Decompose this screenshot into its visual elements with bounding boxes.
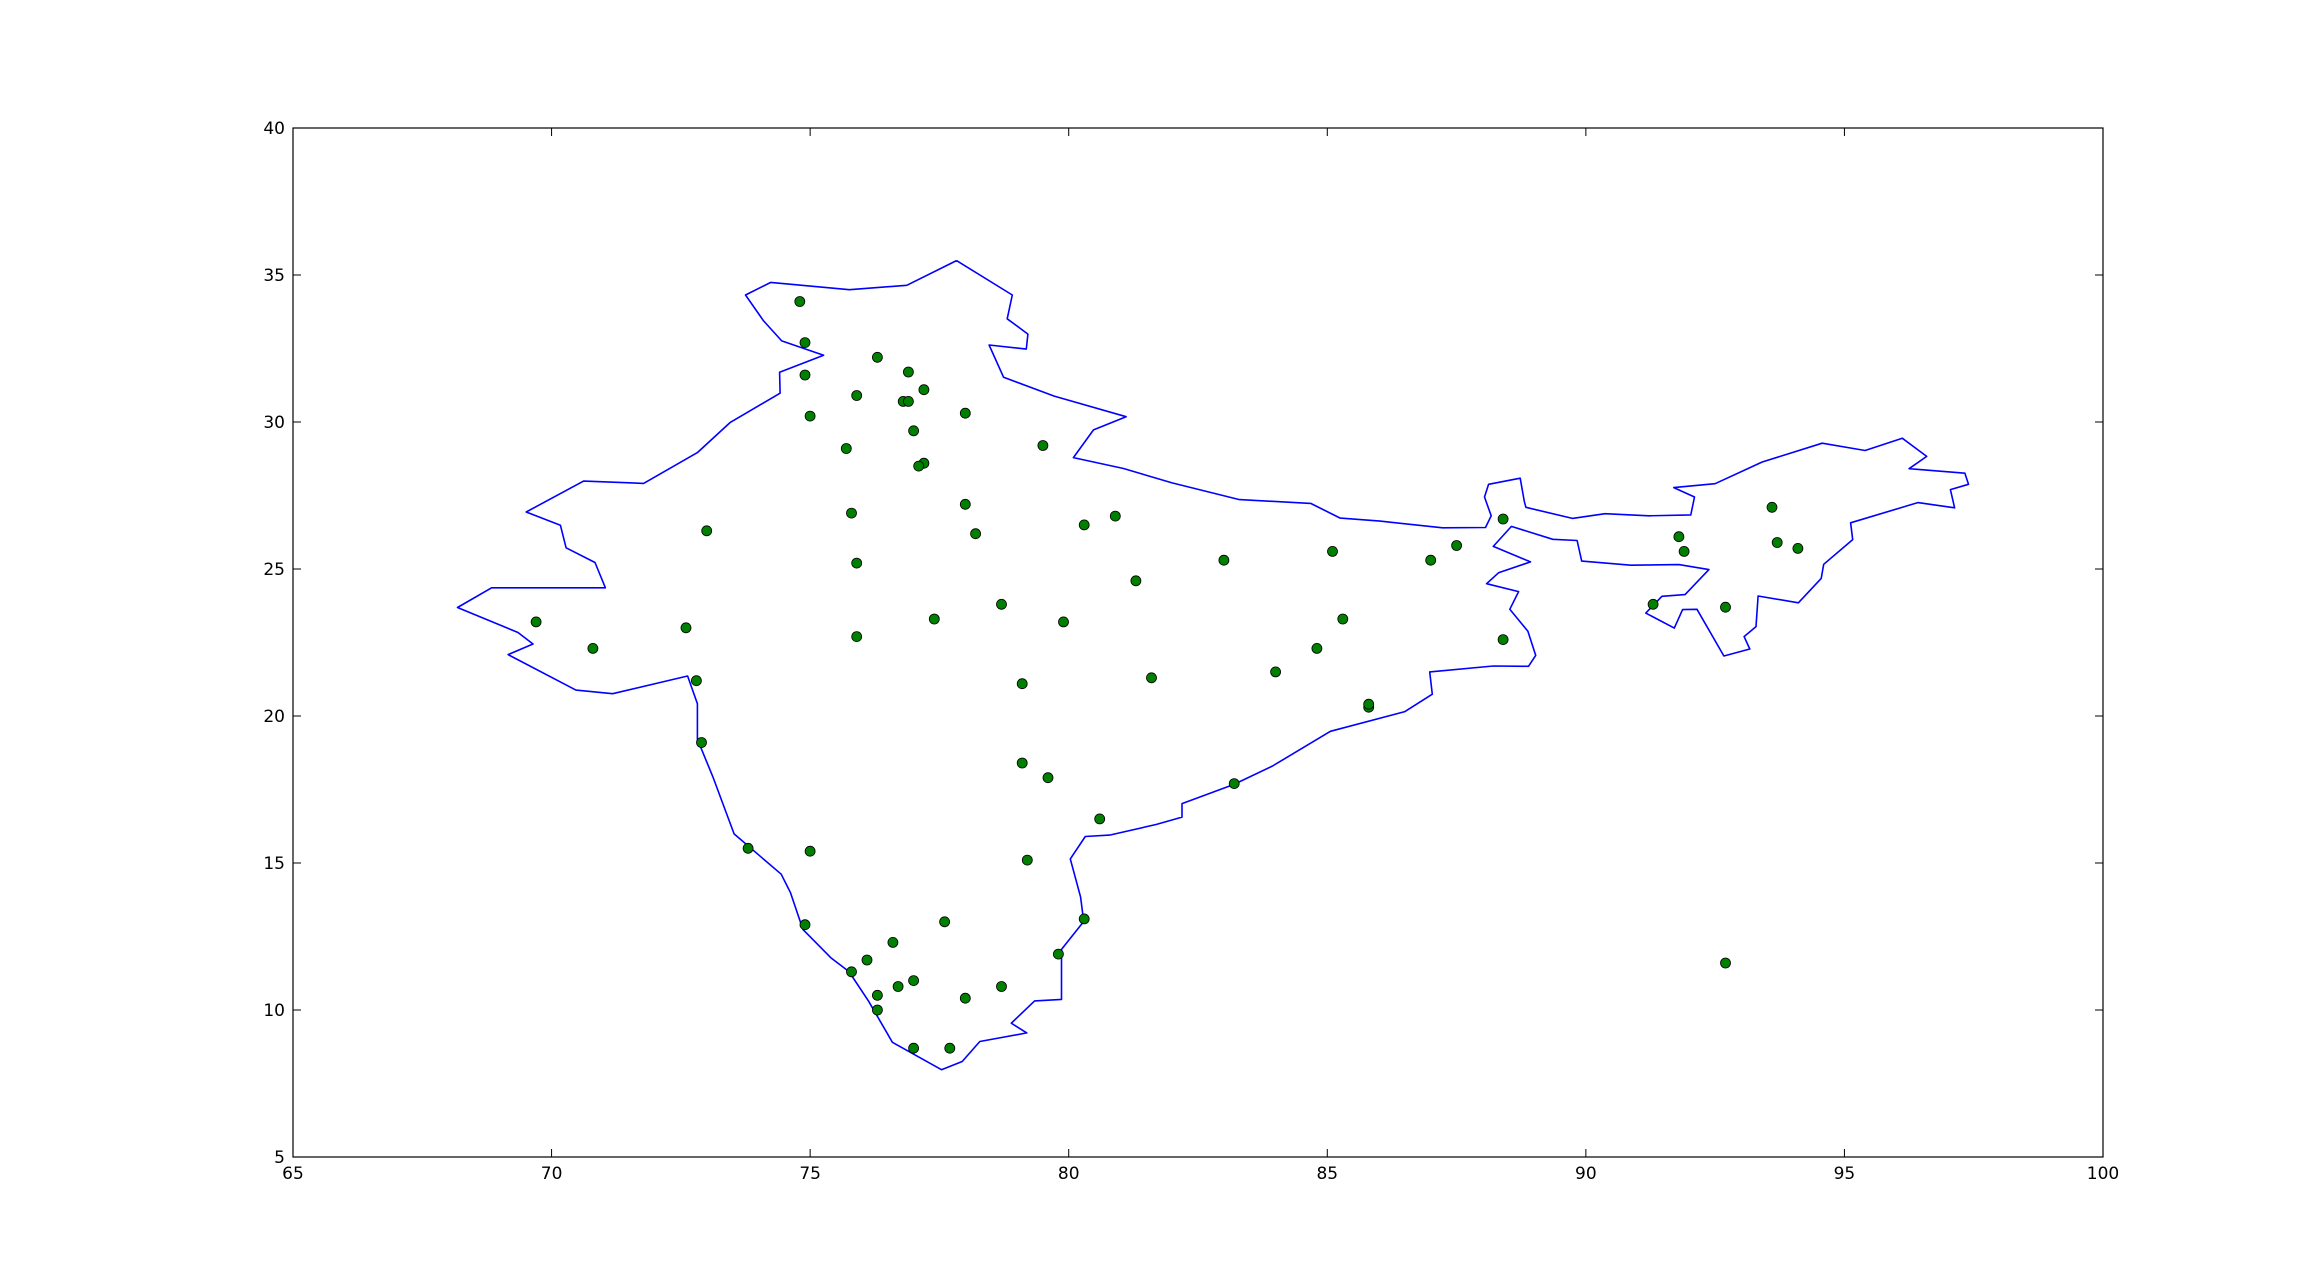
data-point (851, 390, 863, 401)
data-point (1337, 613, 1349, 625)
data-point (1311, 643, 1323, 654)
data-point (1647, 598, 1659, 610)
y-tick-label: 35 (263, 266, 285, 286)
data-point (1451, 540, 1462, 551)
data-point (1270, 666, 1281, 678)
y-tick-label: 15 (263, 854, 285, 874)
y-tick-label: 40 (263, 119, 285, 139)
data-point (1016, 678, 1028, 690)
data-point (1053, 948, 1064, 960)
data-point (959, 407, 971, 419)
data-point (1146, 672, 1157, 684)
data-point (1425, 554, 1437, 566)
data-point (1720, 957, 1731, 969)
data-point (918, 384, 930, 396)
data-point (846, 966, 857, 978)
data-point (1766, 501, 1778, 513)
data-point (680, 622, 692, 634)
data-point (903, 366, 914, 378)
axes: 65 70 75 80 85 90 95 100 5 10 15 20 25 30 35 40 (263, 119, 2119, 1184)
data-point (840, 443, 852, 454)
data-point (1021, 854, 1033, 866)
data-point (908, 425, 919, 437)
data-point (794, 296, 806, 307)
data-point (970, 528, 981, 540)
data-point (696, 737, 707, 748)
data-point (872, 1004, 883, 1016)
india-outline (456, 259, 1970, 1071)
data-point (861, 954, 873, 966)
data-point (872, 351, 883, 363)
y-tick-label: 10 (263, 1001, 285, 1021)
data-point (1218, 554, 1230, 566)
data-point (804, 845, 816, 857)
data-point (1771, 537, 1783, 548)
data-point (928, 613, 940, 625)
data-point (799, 919, 811, 931)
y-tick-label: 30 (263, 413, 285, 433)
data-point (799, 369, 811, 381)
x-tick-label: 85 (1316, 1164, 1338, 1184)
data-point (1130, 575, 1142, 587)
data-point (908, 1042, 919, 1054)
data-point (742, 842, 754, 854)
data-point (1078, 913, 1090, 925)
data-point (996, 598, 1007, 610)
data-point (996, 981, 1007, 992)
data-point (587, 643, 599, 654)
data-point (1792, 543, 1804, 554)
data-point (530, 616, 542, 628)
data-point (1497, 634, 1509, 645)
point-series (530, 296, 1804, 1054)
data-point (887, 937, 899, 948)
data-point (872, 989, 883, 1001)
x-tick-label: 95 (1834, 1164, 1856, 1184)
x-tick-label: 70 (541, 1164, 563, 1184)
data-point (701, 525, 713, 537)
data-point (1016, 757, 1028, 769)
data-point (908, 975, 919, 986)
data-point (1497, 513, 1509, 525)
data-point (1720, 601, 1731, 613)
y-tick-label: 20 (263, 707, 285, 727)
x-tick-label: 100 (2087, 1164, 2119, 1184)
data-point (846, 507, 857, 519)
data-point (1363, 698, 1375, 710)
x-tick-label: 75 (799, 1164, 821, 1184)
data-point (799, 337, 811, 349)
data-point (804, 410, 816, 422)
data-point (939, 916, 950, 928)
data-point (903, 395, 914, 407)
x-tick-label: 80 (1058, 1164, 1080, 1184)
data-point (959, 992, 971, 1004)
data-point (1327, 546, 1338, 557)
data-point (1678, 546, 1690, 557)
y-tick-label: 25 (263, 560, 285, 580)
data-point (1042, 772, 1054, 784)
data-point (944, 1042, 956, 1054)
y-tick-label: 5 (274, 1148, 285, 1168)
data-point (851, 631, 863, 642)
data-point (851, 557, 863, 569)
plot-frame (292, 127, 2104, 1158)
data-point (1078, 519, 1090, 531)
data-point (691, 675, 702, 687)
data-point (1058, 616, 1069, 628)
x-tick-label: 90 (1575, 1164, 1597, 1184)
x-tick-label: 65 (282, 1164, 304, 1184)
data-point (1109, 510, 1121, 522)
data-point (1673, 531, 1685, 543)
data-point (1037, 440, 1049, 451)
data-point (892, 981, 904, 992)
data-point (913, 460, 925, 472)
data-point (959, 498, 971, 510)
data-point (1094, 813, 1106, 825)
data-point (1228, 778, 1240, 789)
country-border-line (456, 259, 1970, 1071)
